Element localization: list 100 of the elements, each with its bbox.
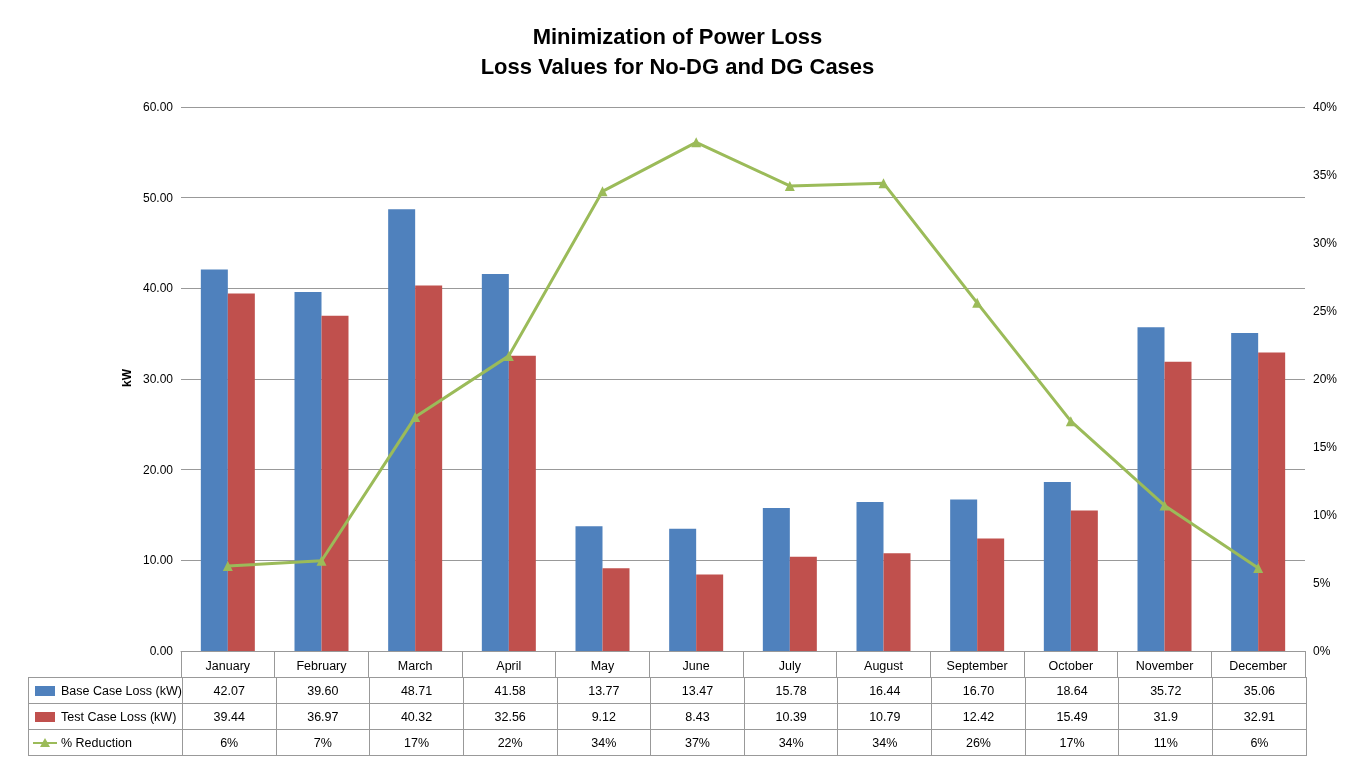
- y2-tick-label: 30%: [1313, 236, 1338, 250]
- data-label: 9.12: [557, 703, 651, 730]
- bar: [1164, 361, 1192, 651]
- data-label: 32.56: [463, 703, 557, 730]
- bar: [1043, 482, 1071, 651]
- x-tick-label: July: [778, 658, 802, 673]
- y2-tick-label: 35%: [1313, 168, 1338, 182]
- data-label: 26%: [931, 729, 1026, 756]
- data-label: 16.44: [837, 677, 932, 704]
- bar: [294, 291, 322, 651]
- y2-tick-label: 40%: [1313, 100, 1338, 114]
- data-label: 17%: [369, 729, 464, 756]
- data-label: 12.42: [931, 703, 1026, 730]
- data-label: 11%: [1118, 729, 1213, 756]
- point: [972, 297, 983, 308]
- data-label: 18.64: [1025, 677, 1119, 704]
- bar: [883, 553, 911, 651]
- point: [691, 137, 702, 148]
- data-label: 35.06: [1212, 677, 1307, 704]
- y-tick-label: 20.00: [142, 462, 174, 477]
- bar: [1137, 327, 1165, 651]
- point: [784, 180, 795, 191]
- y-tick-label: 50.00: [142, 190, 174, 205]
- bar: [200, 269, 228, 651]
- y2-tick-label: 20%: [1313, 372, 1338, 386]
- x-tick-label: June: [682, 658, 710, 673]
- point: [1253, 563, 1264, 574]
- legend-label: Test Case Loss (kW): [28, 703, 183, 730]
- data-label: 10.79: [837, 703, 932, 730]
- legend-label: Base Case Loss (kW): [28, 677, 183, 704]
- data-label: 39.44: [182, 703, 277, 730]
- data-label: 48.71: [369, 677, 464, 704]
- x-tick-label: December: [1229, 658, 1287, 673]
- bar: [508, 355, 536, 651]
- point: [1065, 416, 1076, 427]
- x-tick-label: September: [946, 658, 1008, 673]
- bar: [481, 274, 509, 651]
- point: [503, 350, 514, 361]
- chart-title: Minimization of Power Loss: [532, 23, 823, 49]
- data-label: 34%: [744, 729, 838, 756]
- y2-tick-label: 0%: [1313, 644, 1331, 658]
- bar: [977, 538, 1005, 651]
- y2-tick-label: 10%: [1313, 508, 1338, 522]
- data-label: 36.97: [276, 703, 370, 730]
- bar: [602, 568, 630, 651]
- data-label: 37%: [650, 729, 745, 756]
- data-label: 6%: [182, 729, 277, 756]
- data-label: 42.07: [182, 677, 277, 704]
- data-label: 10.39: [744, 703, 838, 730]
- x-tick-label: October: [1048, 658, 1094, 673]
- bar: [227, 293, 255, 651]
- bar: [1070, 510, 1098, 651]
- data-label: 6%: [1212, 729, 1307, 756]
- point: [878, 178, 889, 189]
- bar: [321, 315, 349, 651]
- x-tick-label: November: [1135, 658, 1194, 673]
- chart-subtitle: Loss Values for No-DG and DG Cases: [480, 53, 875, 79]
- y-tick-label: 30.00: [142, 372, 174, 386]
- bar: [789, 556, 817, 651]
- y-tick-label: 40.00: [142, 281, 174, 296]
- y-tick-label: 60.00: [142, 100, 174, 114]
- bar: [856, 501, 884, 651]
- x-tick-label: March: [397, 658, 433, 673]
- bar: [388, 209, 416, 651]
- bar: [762, 507, 790, 651]
- y-tick-label: 10.00: [142, 553, 174, 568]
- point: [222, 561, 233, 571]
- x-tick-label: August: [864, 658, 904, 673]
- data-label: 35.72: [1118, 677, 1213, 704]
- data-label: 32.91: [1212, 703, 1307, 730]
- data-label: 8.43: [650, 703, 745, 730]
- data-label: 17%: [1025, 729, 1119, 756]
- data-label: 31.9: [1118, 703, 1213, 730]
- data-label: 13.47: [650, 677, 745, 704]
- point: [316, 555, 327, 566]
- data-label: 22%: [463, 729, 557, 756]
- point: [1159, 500, 1170, 511]
- data-label: 15.78: [744, 677, 838, 704]
- x-tick-label: January: [205, 658, 251, 673]
- y2-tick-label: 25%: [1313, 304, 1338, 318]
- y2-tick-label: 5%: [1313, 576, 1331, 590]
- data-label: 41.58: [463, 677, 557, 704]
- data-label: 15.49: [1025, 703, 1119, 730]
- data-label: 34%: [557, 729, 651, 756]
- data-label: 39.60: [276, 677, 370, 704]
- point: [410, 412, 421, 423]
- data-label: 34%: [837, 729, 932, 756]
- y-tick-label: 0.00: [149, 644, 174, 658]
- x-tick-label: April: [496, 658, 522, 673]
- y-axis-title: kW: [120, 368, 134, 387]
- bar: [669, 528, 697, 651]
- legend-label: % Reduction: [28, 729, 183, 756]
- x-tick-label: February: [296, 658, 348, 673]
- x-tick-label: May: [590, 658, 616, 673]
- data-label: 7%: [276, 729, 370, 756]
- bar: [1231, 333, 1259, 651]
- y2-tick-label: 15%: [1313, 440, 1338, 454]
- bar: [415, 285, 443, 651]
- bar: [950, 499, 978, 651]
- data-label: 13.77: [557, 677, 651, 704]
